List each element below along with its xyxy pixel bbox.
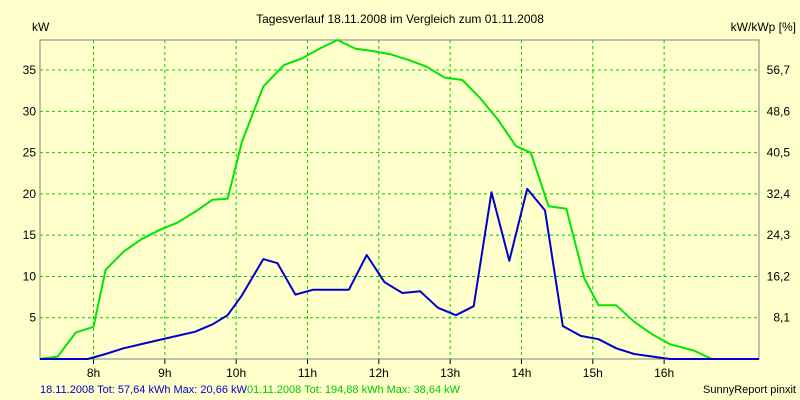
series-line-01.11.2008 bbox=[39, 39, 759, 360]
x-tick-label: 13h bbox=[440, 366, 460, 380]
y-left-tick-label: 5 bbox=[29, 311, 36, 325]
footer-series-green-summary: 01.11.2008 Tot: 194,88 kWh Max: 38,64 kW bbox=[247, 384, 461, 396]
footer-series-blue-summary: 18.11.2008 Tot: 57,64 kWh Max: 20,66 kW bbox=[40, 384, 247, 396]
x-tick-label: 12h bbox=[369, 366, 389, 380]
x-tick-label: 8h bbox=[87, 366, 100, 380]
y-right-axis-label: kW/kWp [%] bbox=[731, 20, 796, 34]
y-left-tick-label: 25 bbox=[23, 146, 37, 160]
x-tick-label: 14h bbox=[511, 366, 531, 380]
x-tick-label: 15h bbox=[583, 366, 603, 380]
tick-labels: 8h 9h 10h 11h 12h 13h 14h 15h 16h 5 10 15 20 25 30 35 8,… bbox=[23, 63, 791, 380]
footer-credit: SunnyReport pinxit bbox=[703, 384, 796, 396]
y-right-tick-label: 56,7 bbox=[767, 63, 791, 77]
x-tick-label: 11h bbox=[298, 366, 317, 380]
y-left-tick-label: 35 bbox=[23, 63, 37, 77]
y-left-tick-label: 10 bbox=[23, 269, 37, 283]
x-tick-label: 10h bbox=[226, 366, 246, 380]
y-right-tick-label: 24,3 bbox=[767, 228, 791, 242]
y-right-tick-label: 8,1 bbox=[773, 311, 790, 325]
grid bbox=[40, 40, 759, 364]
y-left-tick-label: 15 bbox=[23, 228, 37, 242]
series-lines bbox=[39, 39, 759, 360]
series-line-18.11.2008 bbox=[40, 187, 759, 360]
x-tick-label: 9h bbox=[158, 366, 171, 380]
y-right-tick-label: 48,6 bbox=[767, 104, 791, 118]
chart-title: Tagesverlauf 18.11.2008 im Vergleich zum… bbox=[256, 12, 544, 26]
y-left-tick-label: 20 bbox=[23, 187, 37, 201]
y-right-tick-label: 40,5 bbox=[767, 146, 791, 160]
y-right-tick-label: 32,4 bbox=[767, 187, 791, 201]
y-left-tick-label: 30 bbox=[23, 104, 37, 118]
plot-frame bbox=[39, 39, 760, 360]
y-right-tick-label: 16,2 bbox=[767, 269, 791, 283]
x-tick-label: 16h bbox=[654, 366, 674, 380]
y-left-axis-label: kW bbox=[32, 20, 50, 34]
